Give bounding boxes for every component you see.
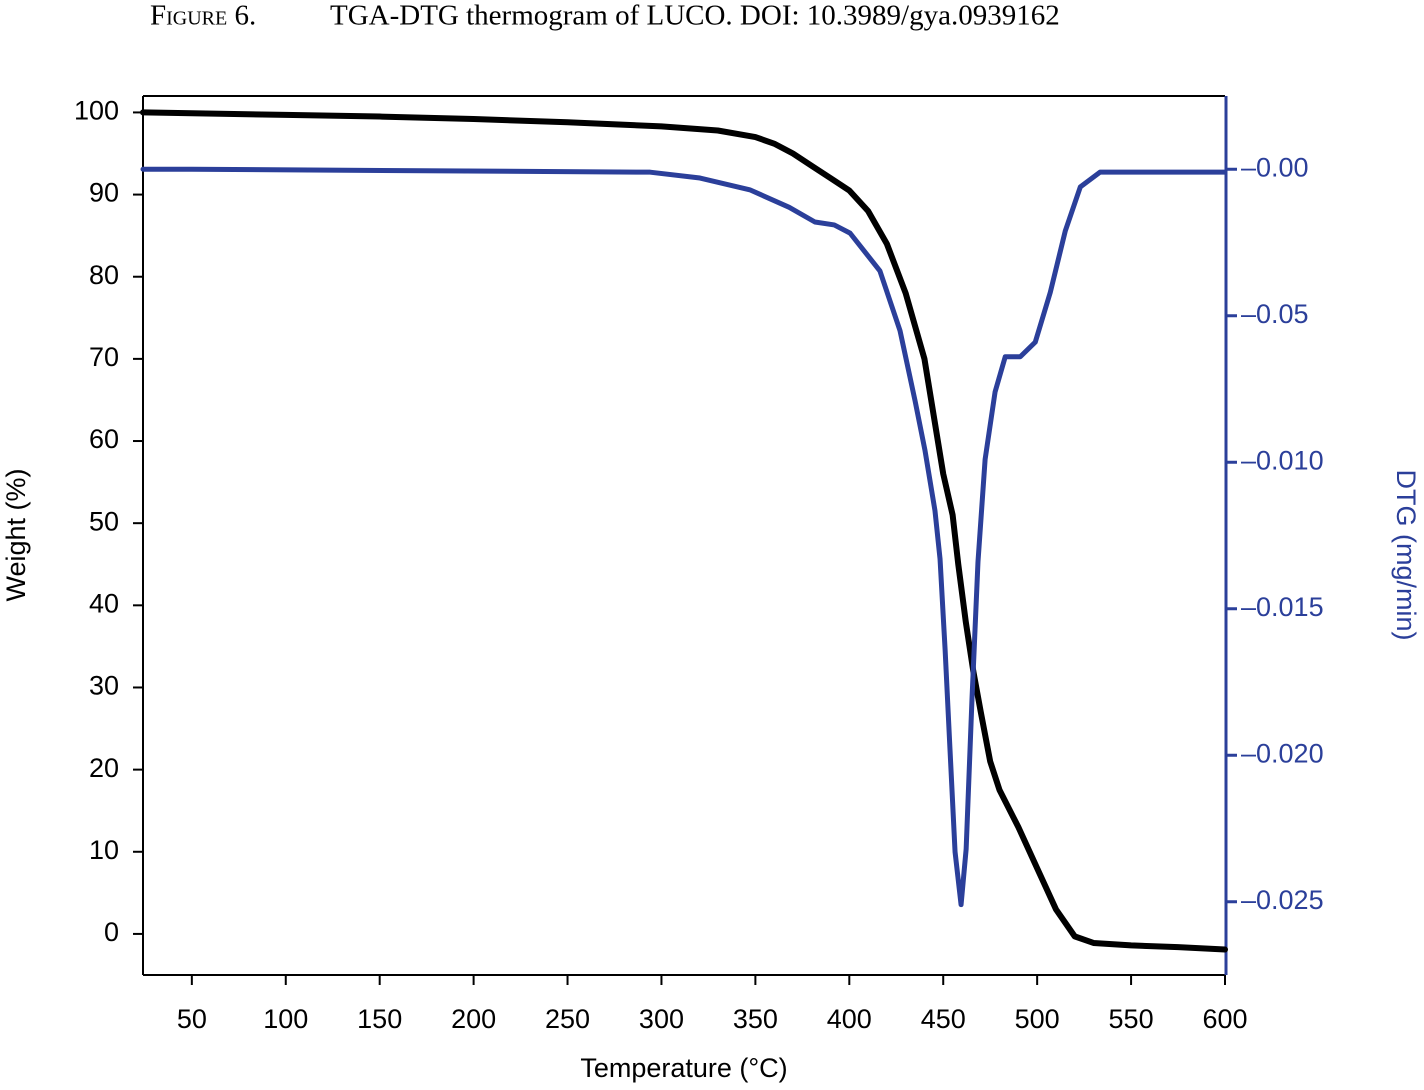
y-tick-label: 70 [89, 342, 119, 372]
y-tick-label: 60 [89, 424, 119, 454]
y-tick-label: 100 [74, 96, 119, 126]
y-tick-label: 80 [89, 260, 119, 290]
y2-axis-label: DTG (mg/min) [1391, 470, 1421, 641]
x-tick-label: 150 [357, 1004, 402, 1034]
x-tick-label: 600 [1202, 1004, 1247, 1034]
x-tick-label: 400 [827, 1004, 872, 1034]
y-axis-label: Weight (%) [1, 468, 31, 601]
y2-tick-label: –0.020 [1241, 738, 1324, 768]
x-tick-label: 50 [177, 1004, 207, 1034]
x-tick-label: 250 [545, 1004, 590, 1034]
y2-tick-label: –0.015 [1241, 592, 1324, 622]
y-tick-label: 30 [89, 671, 119, 701]
y2-tick-label: –0.025 [1241, 885, 1324, 915]
x-tick-label: 500 [1015, 1004, 1060, 1034]
chart-title: TGA-DTG thermogram of LUCO. DOI: 10.3989… [330, 0, 1060, 32]
x-tick-label: 350 [733, 1004, 778, 1034]
x-tick-label: 300 [639, 1004, 684, 1034]
y2-tick-label: –0.010 [1241, 445, 1324, 475]
y2-tick-label: –0.00 [1241, 152, 1309, 182]
x-axis-label: Temperature (°C) [580, 1053, 787, 1083]
x-tick-label: 200 [451, 1004, 496, 1034]
x-tick-label: 100 [263, 1004, 308, 1034]
data-line [140, 109, 1228, 953]
y2-tick-label: –0.05 [1241, 299, 1309, 329]
x-tick-label: 450 [921, 1004, 966, 1034]
x-tick-label: 550 [1109, 1004, 1154, 1034]
y-tick-label: 40 [89, 588, 119, 618]
data-line [140, 166, 1228, 908]
figure-label: Figure 6. [150, 0, 256, 32]
y-tick-label: 0 [104, 917, 119, 947]
y-tick-label: 90 [89, 178, 119, 208]
y-tick-label: 20 [89, 753, 119, 783]
y-tick-label: 50 [89, 506, 119, 536]
y-tick-label: 10 [89, 835, 119, 865]
